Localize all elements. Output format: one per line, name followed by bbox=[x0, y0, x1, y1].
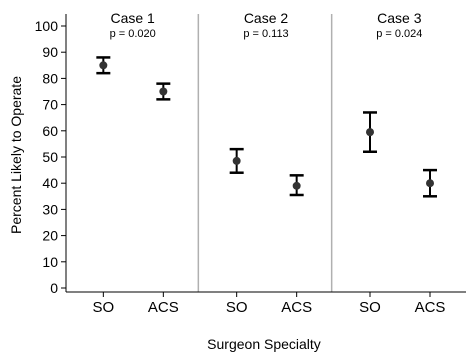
x-axis-label: Surgeon Specialty bbox=[207, 336, 321, 352]
y-ticks: 0 10 20 30 40 50 60 70 80 90 100 bbox=[35, 18, 66, 296]
data-point bbox=[99, 61, 108, 70]
y-tick-label: 50 bbox=[42, 149, 58, 165]
panels: Case 1 p = 0.020 Case 2 p = 0.113 Case 3 p = … bbox=[96, 10, 437, 198]
data-point bbox=[159, 87, 168, 96]
y-tick-label: 10 bbox=[42, 254, 58, 270]
x-ticks: SO ACS SO ACS SO ACS bbox=[92, 292, 445, 316]
panel-p-value: p = 0.020 bbox=[110, 28, 156, 40]
panel-title: Case 3 bbox=[377, 10, 422, 26]
x-tick-label: ACS bbox=[415, 299, 446, 316]
panel-title: Case 1 bbox=[110, 10, 155, 26]
x-tick-label: SO bbox=[226, 299, 248, 316]
x-tick-label: SO bbox=[359, 299, 381, 316]
axes bbox=[65, 14, 466, 293]
panel-p-value: p = 0.113 bbox=[243, 28, 288, 40]
x-tick-label: ACS bbox=[148, 299, 179, 316]
y-tick-label: 80 bbox=[42, 70, 58, 86]
data-point bbox=[292, 181, 301, 190]
y-tick-label: 60 bbox=[42, 123, 58, 139]
y-tick-label: 100 bbox=[35, 18, 59, 34]
panel-separators bbox=[197, 14, 333, 292]
data-point bbox=[232, 156, 241, 165]
y-tick-label: 20 bbox=[42, 228, 58, 244]
y-tick-label: 90 bbox=[42, 44, 58, 60]
y-tick-label: 70 bbox=[42, 97, 58, 113]
x-tick-label: ACS bbox=[281, 299, 312, 316]
y-tick-label: 30 bbox=[42, 201, 58, 217]
data-point bbox=[366, 128, 374, 137]
panel-title: Case 2 bbox=[244, 10, 289, 26]
y-tick-label: 40 bbox=[42, 175, 58, 191]
y-tick-label: 0 bbox=[50, 280, 58, 296]
y-axis-label: Percent Likely to Operate bbox=[8, 76, 24, 234]
panel-p-value: p = 0.024 bbox=[376, 28, 422, 40]
x-tick-label: SO bbox=[92, 299, 114, 316]
data-point bbox=[426, 179, 434, 188]
